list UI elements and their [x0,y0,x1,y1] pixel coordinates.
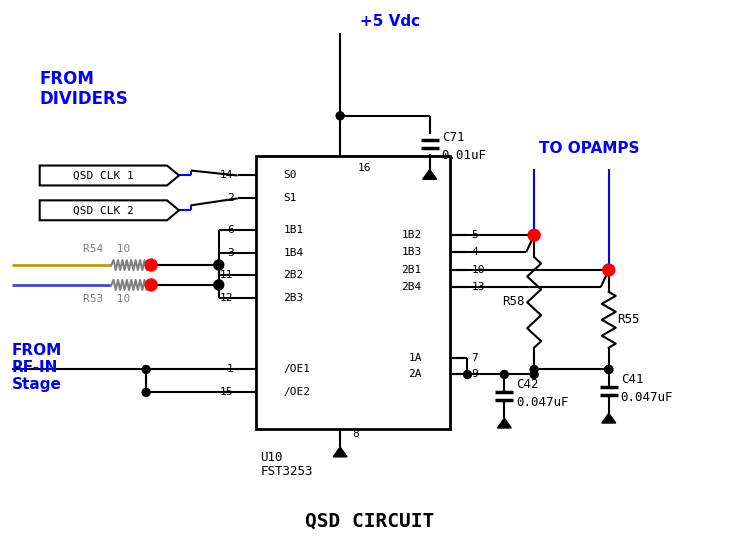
Text: 1B3: 1B3 [401,247,421,257]
Text: 2A: 2A [408,370,421,379]
Text: QSD CLK 1: QSD CLK 1 [73,171,134,180]
Circle shape [603,264,615,276]
Circle shape [463,371,472,378]
Text: 9: 9 [472,370,478,379]
Polygon shape [423,170,437,179]
Circle shape [604,365,613,373]
Circle shape [530,371,538,378]
Text: R55: R55 [617,313,639,326]
Circle shape [214,280,224,290]
Circle shape [214,260,224,270]
Text: 0.047uF: 0.047uF [621,391,673,404]
Bar [255,156,449,429]
Text: FROM
DIVIDERS: FROM DIVIDERS [40,69,128,108]
Text: 2B2: 2B2 [283,270,304,280]
Text: C41: C41 [621,373,644,386]
Text: 2B3: 2B3 [283,293,304,303]
Text: 1B1: 1B1 [283,225,304,235]
Text: U10: U10 [261,450,283,463]
Circle shape [528,229,540,241]
Text: 4: 4 [472,247,478,257]
Text: R53  10: R53 10 [83,294,131,304]
Text: 10: 10 [472,265,485,275]
Text: 0.01uF: 0.01uF [441,149,486,162]
Text: 11: 11 [220,270,234,280]
Text: FROM
RF-IN
Stage: FROM RF-IN Stage [12,343,62,392]
Text: 1B2: 1B2 [401,230,421,240]
Text: FST3253: FST3253 [261,466,313,479]
Text: 3: 3 [227,248,234,258]
Text: S0: S0 [283,171,297,180]
Text: 2: 2 [227,193,234,203]
Text: 15: 15 [220,388,234,397]
Text: 5: 5 [472,230,478,240]
Text: C71: C71 [441,131,464,144]
Text: S1: S1 [283,193,297,203]
Circle shape [142,365,150,373]
Text: 2B1: 2B1 [401,265,421,275]
Polygon shape [333,447,347,457]
Circle shape [337,112,344,120]
Text: /OE1: /OE1 [283,364,311,375]
Text: 14: 14 [220,171,234,180]
Polygon shape [601,413,615,423]
Text: +5 Vdc: +5 Vdc [360,14,420,29]
Text: 7: 7 [472,352,478,363]
Text: QSD CIRCUIT: QSD CIRCUIT [306,511,435,530]
Text: 1: 1 [227,364,234,375]
Text: QSD CLK 2: QSD CLK 2 [73,205,134,215]
Text: /OE2: /OE2 [283,388,311,397]
Circle shape [500,371,508,378]
Circle shape [145,279,157,291]
Text: 6: 6 [227,225,234,235]
Text: 12: 12 [220,293,234,303]
Text: 8: 8 [352,429,359,439]
Text: 2B4: 2B4 [401,282,421,292]
Circle shape [530,365,538,373]
Text: 16: 16 [358,163,371,172]
Polygon shape [497,418,511,428]
Text: R58: R58 [503,295,525,308]
Text: 1A: 1A [408,352,421,363]
Text: R54  10: R54 10 [83,244,131,254]
Text: C42: C42 [517,378,539,391]
Text: 0.047uF: 0.047uF [517,396,569,409]
Text: 1B4: 1B4 [283,248,304,258]
Circle shape [145,259,157,271]
Circle shape [142,389,150,396]
Circle shape [604,365,613,373]
Text: TO OPAMPS: TO OPAMPS [539,141,639,156]
Text: 13: 13 [472,282,485,292]
